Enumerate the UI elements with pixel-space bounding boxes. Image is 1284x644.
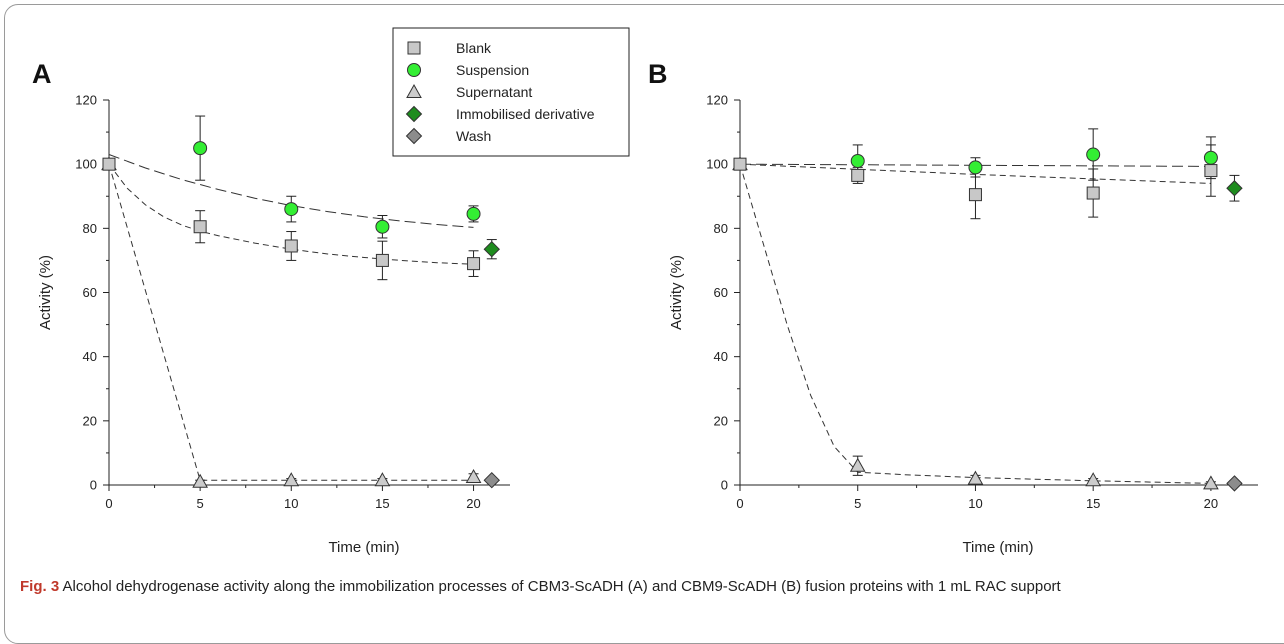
y-tick-label-b: 0	[721, 478, 728, 493]
panel-a: A 0 20 40 60 80 100 120 0 5 10 15 20 Time (min) Activ…	[32, 59, 510, 556]
point-suspension-a	[193, 141, 208, 156]
point-supernatant-b	[1203, 475, 1219, 490]
y-tick-label-b: 100	[706, 157, 728, 172]
fit-curve-suspension-a	[108, 154, 474, 228]
y-axis-label-a: Activity (%)	[37, 255, 54, 330]
point-suspension-a	[284, 202, 299, 217]
y-tick-label-b: 60	[714, 285, 728, 300]
x-tick-label-a: 5	[197, 496, 204, 511]
fit-curve-suspension-b	[739, 163, 1211, 167]
x-axis-label-a: Time (min)	[328, 539, 399, 556]
y-tick-label-b: 80	[714, 221, 728, 236]
x-tick-label-b: 10	[968, 496, 982, 511]
caption-label: Fig. 3	[20, 578, 60, 595]
y-tick-label-a: 20	[83, 413, 97, 428]
x-tick-label-a: 20	[466, 496, 480, 511]
point-blank-a	[467, 257, 481, 271]
legend-label-blank: Blank	[456, 40, 492, 56]
fit-curve-supernatant-b	[739, 164, 1211, 484]
legend-marker-blank	[407, 41, 421, 55]
point-suspension-b	[968, 160, 983, 175]
fit-curve-blank-a	[108, 163, 474, 265]
point-blank-b	[968, 188, 982, 202]
y-tick-label-a: 60	[83, 285, 97, 300]
legend-label-suspension: Suspension	[456, 62, 529, 78]
panel-b: B 0 20 40 60 80 100 120 0 5 10 15 20 Time (min) Activ…	[648, 59, 1258, 556]
legend-marker-suspension	[407, 63, 421, 77]
x-axis-label-b: Time (min)	[962, 539, 1033, 556]
legend: Blank Suspension Supernatant Immobilised de…	[392, 27, 630, 157]
y-axis-label-b: Activity (%)	[668, 255, 685, 330]
point-blank-b	[733, 157, 747, 171]
y-tick-label-b: 40	[714, 349, 728, 364]
point-supernatant-a	[374, 472, 391, 487]
point-blank-b	[1204, 164, 1218, 178]
point-blank-b	[1086, 186, 1100, 200]
point-blank-a	[375, 253, 389, 267]
y-tick-label-b: 20	[714, 413, 728, 428]
legend-marker-supernatant	[406, 83, 422, 98]
point-supernatant-b	[1085, 472, 1102, 487]
point-suspension-a	[466, 206, 481, 221]
point-supernatant-a	[465, 468, 482, 483]
legend-box	[392, 27, 630, 157]
point-wash-a	[483, 471, 500, 489]
point-wash-b	[1226, 475, 1243, 492]
x-tick-label-b: 5	[854, 496, 861, 511]
point-suspension-b	[1203, 150, 1218, 165]
legend-marker-immobilised-derivative	[405, 105, 423, 123]
y-tick-label-a: 120	[75, 93, 97, 108]
x-tick-label-b: 0	[736, 496, 743, 511]
x-tick-label-b: 15	[1086, 496, 1100, 511]
point-suspension-a	[375, 219, 390, 234]
y-tick-label-b: 120	[706, 93, 728, 108]
x-tick-label-a: 15	[375, 496, 389, 511]
point-supernatant-a	[192, 473, 208, 488]
x-tick-label-a: 0	[105, 496, 112, 511]
legend-label-supernatant: Supernatant	[456, 84, 532, 100]
point-immobilised-derivative-b	[1226, 180, 1243, 197]
point-suspension-b	[1086, 147, 1101, 162]
legend-label-immobilised-derivative: Immobilised derivative	[456, 106, 595, 122]
x-tick-label-a: 10	[284, 496, 298, 511]
legend-label-wash: Wash	[456, 128, 491, 144]
point-suspension-b	[850, 153, 865, 168]
x-tick-label-b: 20	[1204, 496, 1218, 511]
point-blank-a	[193, 220, 207, 234]
point-supernatant-a	[283, 472, 300, 487]
y-tick-label-a: 100	[75, 157, 97, 172]
y-tick-label-a: 0	[90, 478, 97, 493]
y-tick-label-a: 80	[83, 221, 97, 236]
legend-rows: Blank Suspension Supernatant Immobilised de…	[405, 40, 595, 145]
plot-a: 0 20 40 60 80 100 120 0 5 10 15 20 Time (min) Activit…	[37, 93, 510, 556]
point-immobilised-derivative-a	[483, 240, 500, 258]
panel-letter-a: A	[32, 59, 52, 89]
legend-marker-wash	[405, 127, 423, 145]
point-blank-a	[284, 239, 298, 253]
point-supernatant-b	[849, 457, 866, 472]
y-tick-label-a: 40	[83, 349, 97, 364]
figure-caption: Fig. 3 Alcohol dehydrogenase activity al…	[20, 576, 1275, 597]
caption-text: Alcohol dehydrogenase activity along the…	[59, 578, 1061, 595]
point-blank-b	[851, 168, 865, 182]
plot-b: 0 20 40 60 80 100 120 0 5 10 15 20 Time (min) Activit…	[668, 93, 1258, 556]
point-blank-a	[102, 157, 116, 171]
panel-letter-b: B	[648, 59, 668, 89]
point-supernatant-b	[967, 470, 984, 485]
